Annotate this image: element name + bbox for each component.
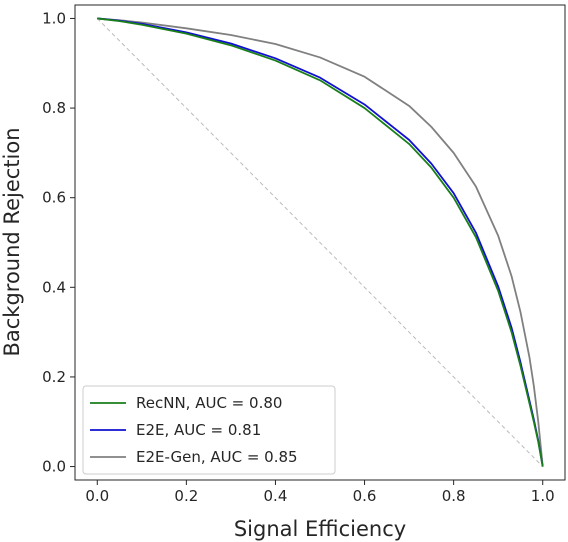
y-tick-label: 0.8 — [42, 99, 66, 117]
y-tick-label: 0.2 — [42, 368, 66, 386]
reference-diagonal — [96, 18, 544, 467]
x-tick-label: 0.8 — [442, 487, 466, 505]
legend-label-recnn: RecNN, AUC = 0.80 — [136, 394, 282, 412]
x-tick-label: 0.0 — [85, 487, 109, 505]
y-tick-label: 0.0 — [42, 458, 66, 476]
x-axis-title: Signal Efficiency — [234, 517, 406, 541]
series-layer — [97, 17, 544, 467]
ticks-layer: 0.0 0.2 0.4 0.6 0.8 1.0 0.0 0.2 0.4 0.6 0.8 1.0 — [42, 9, 555, 505]
x-tick-label: 1.0 — [531, 487, 555, 505]
legend-label-e2e: E2E, AUC = 0.81 — [136, 421, 261, 439]
legend-label-e2e-gen: E2E-Gen, AUC = 0.85 — [136, 448, 298, 466]
plot-frame — [74, 4, 566, 481]
series-line-recnn — [97, 17, 544, 467]
legend-box — [82, 385, 336, 475]
reference-diagonal-layer — [96, 18, 544, 467]
x-tick-label: 0.2 — [174, 487, 198, 505]
y-tick-label: 1.0 — [42, 9, 66, 27]
x-tick-label: 0.6 — [353, 487, 377, 505]
x-tick-label: 0.4 — [264, 487, 288, 505]
series-line-e2e-gen — [97, 17, 544, 467]
y-tick-label: 0.4 — [42, 278, 66, 296]
y-axis-title: Background Rejection — [0, 127, 24, 356]
legend: RecNN, AUC = 0.80 E2E, AUC = 0.81 E2E-Ge… — [82, 385, 336, 475]
y-tick-label: 0.6 — [42, 189, 66, 207]
